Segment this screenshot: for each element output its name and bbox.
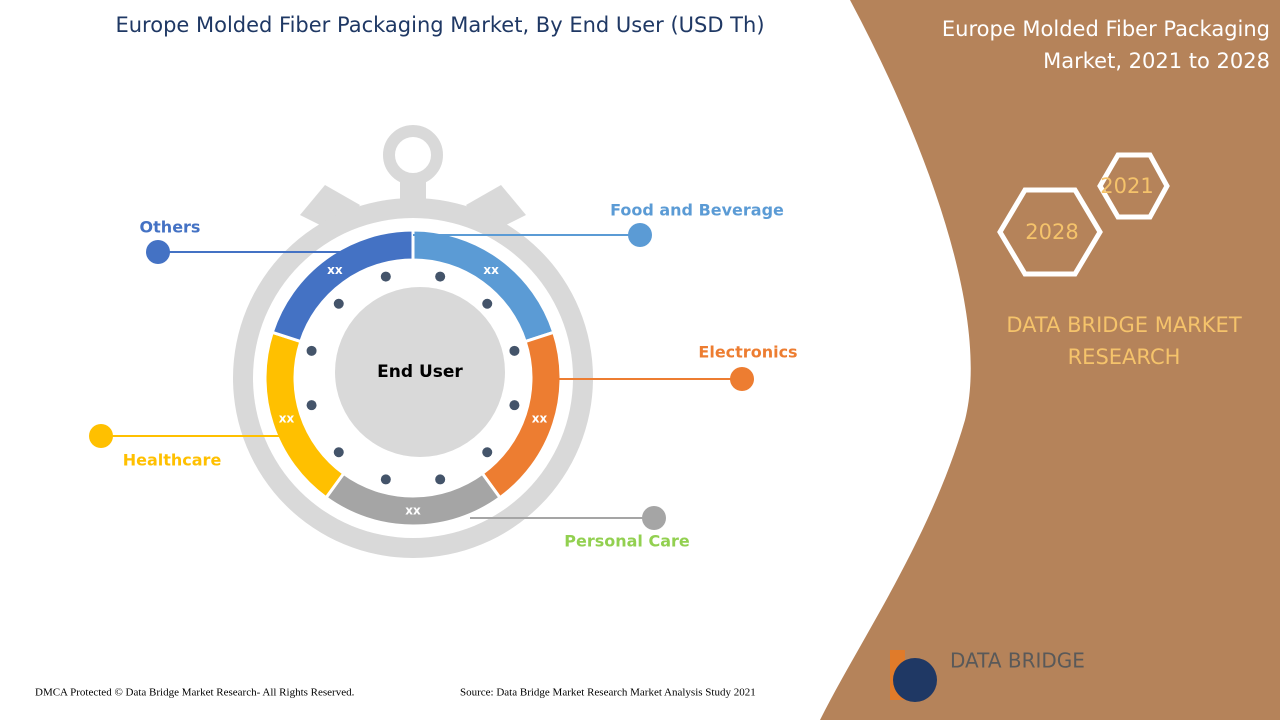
segment-label: Healthcare bbox=[123, 451, 222, 470]
connector-dot bbox=[146, 240, 170, 264]
dial-dot bbox=[333, 447, 344, 458]
dial-dot bbox=[435, 474, 446, 485]
connector-dot bbox=[642, 506, 666, 530]
ring-segment bbox=[270, 228, 415, 344]
connector-dot bbox=[628, 223, 652, 247]
segment-label: Personal Care bbox=[564, 532, 690, 551]
segment-value: xx bbox=[532, 412, 548, 426]
center-circle bbox=[335, 287, 505, 457]
brand: DATA BRIDGE MARKET RESEARCH bbox=[1006, 313, 1241, 369]
dial-dot bbox=[380, 271, 391, 282]
side-panel bbox=[820, 0, 1280, 720]
segment-value: xx bbox=[279, 412, 295, 426]
dial-dot bbox=[509, 345, 520, 356]
center-label: End User bbox=[377, 362, 463, 382]
segment-value: xx bbox=[483, 263, 499, 277]
dial-dot bbox=[509, 400, 520, 411]
dial-dot bbox=[306, 345, 317, 356]
segment-value: xx bbox=[327, 263, 343, 277]
dial-dot bbox=[482, 447, 493, 458]
title: Europe Molded Fiber Packaging Market, By… bbox=[115, 13, 764, 37]
footer: DMCA Protected © Data Bridge Market Rese… bbox=[35, 687, 355, 699]
dial-dot bbox=[482, 298, 493, 309]
hexagon bbox=[997, 187, 1103, 277]
watch-knob bbox=[383, 125, 443, 185]
hexagon bbox=[1097, 152, 1170, 220]
dial-dot bbox=[435, 271, 446, 282]
side-title: Europe Molded Fiber Packaging Market, 202… bbox=[942, 17, 1270, 73]
footer: Source: Data Bridge Market Research Mark… bbox=[460, 687, 756, 699]
logo-mark bbox=[893, 658, 937, 702]
dial-dot bbox=[306, 400, 317, 411]
year: 2028 bbox=[1025, 220, 1078, 244]
segment-value: xx bbox=[405, 504, 421, 518]
year: 2021 bbox=[1100, 174, 1153, 198]
segment-label: Electronics bbox=[698, 343, 797, 362]
logo: DATA BRIDGE bbox=[950, 649, 1085, 673]
connector-dot bbox=[730, 367, 754, 391]
segment-label: Others bbox=[140, 218, 201, 237]
dial-dot bbox=[333, 298, 344, 309]
segment-label: Food and Beverage bbox=[610, 201, 784, 220]
dial-dot bbox=[380, 474, 391, 485]
connector-dot bbox=[89, 424, 113, 448]
